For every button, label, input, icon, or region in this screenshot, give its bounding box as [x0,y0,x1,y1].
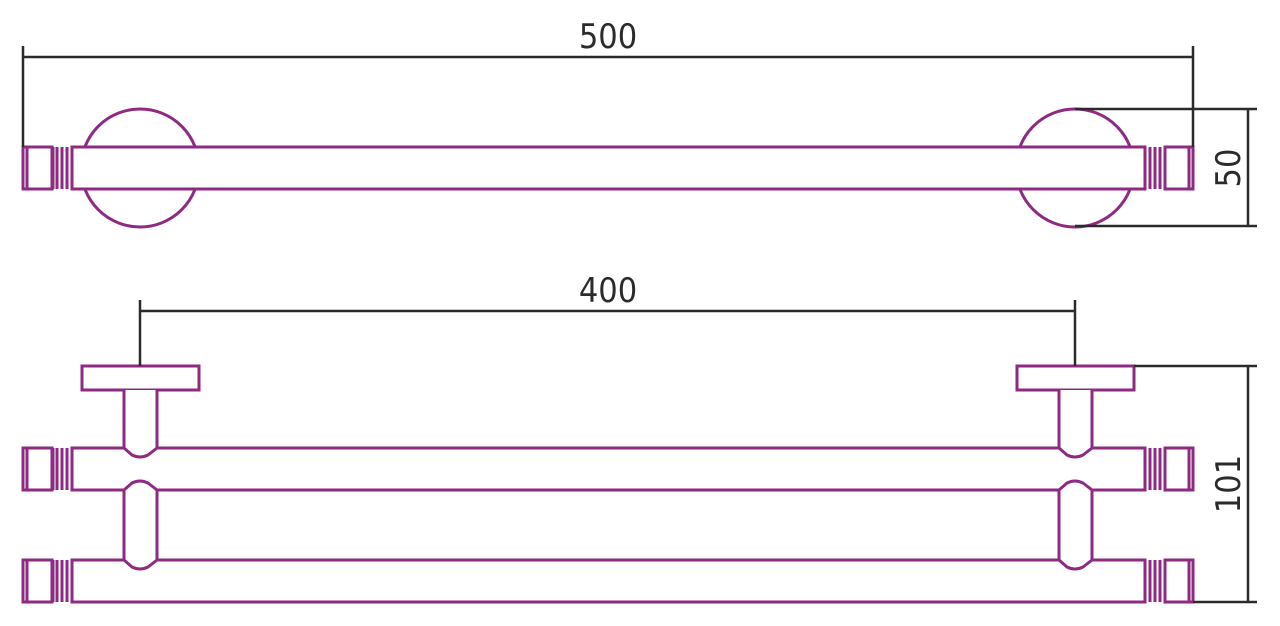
mount-plate-left [80,364,201,392]
dimension-101-line [1134,364,1257,604]
rail-bar [70,446,1147,492]
rail-bar [70,145,1147,191]
connector-post [1057,479,1094,571]
mount-post [122,390,159,459]
dimension-50-label: 50 [1209,149,1249,188]
dimension-400-label: 400 [579,271,637,311]
dimension-500-line [21,46,1195,147]
dimension-500-label: 500 [579,17,637,57]
mount-post [1057,390,1094,459]
end-cap-rings-left [51,147,74,189]
end-cap-rings-right [1143,147,1167,189]
dimension-101-label: 101 [1209,455,1249,513]
end-cap-rings-left [51,448,74,490]
mount-plate-right [1015,364,1136,392]
end-cap-rings-right [1143,560,1167,602]
end-cap-rings-left [51,560,74,602]
dimension-50-line [1075,107,1257,228]
connector-post [122,479,159,571]
top-view [21,107,1195,229]
end-cap-rings-right [1143,448,1167,490]
dimension-400-line [138,300,1077,366]
front-view [21,364,1195,604]
dimensions: 500 50 400 101 [21,17,1257,604]
rail-bar [70,558,1147,604]
